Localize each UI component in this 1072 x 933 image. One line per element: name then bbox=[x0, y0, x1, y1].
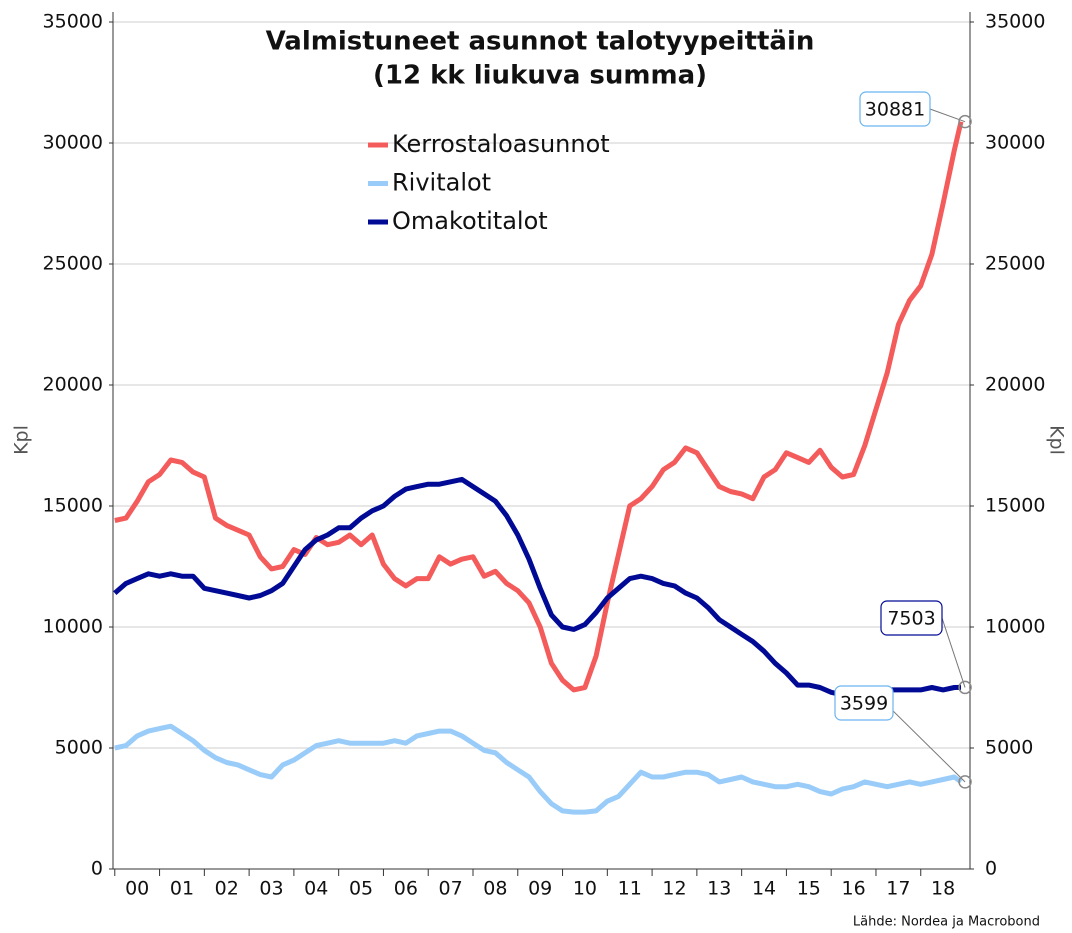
series-line bbox=[113, 476, 962, 700]
callout-label: 3599 bbox=[840, 693, 888, 715]
callout-marker bbox=[958, 680, 972, 695]
y2-tick-label: 15000 bbox=[985, 495, 1045, 517]
x-tick-label: 01 bbox=[170, 878, 194, 900]
x-tick-label: 13 bbox=[707, 878, 731, 900]
y2-tick-label: 35000 bbox=[985, 11, 1045, 33]
y2-tick-label: 10000 bbox=[985, 616, 1045, 638]
x-tick-label: 16 bbox=[841, 878, 865, 900]
legend-label: Kerrostaloasunnot bbox=[392, 130, 610, 158]
callout-label: 7503 bbox=[887, 608, 935, 630]
x-tick-label: 06 bbox=[394, 878, 418, 900]
callout-marker bbox=[958, 114, 972, 129]
legend-label: Omakotitalot bbox=[392, 207, 548, 235]
y2-tick-label: 20000 bbox=[985, 374, 1045, 396]
y-tick-label: 5000 bbox=[55, 737, 103, 759]
callout-leader bbox=[941, 617, 966, 688]
x-tick-label: 03 bbox=[259, 878, 283, 900]
x-tick-label: 12 bbox=[662, 878, 686, 900]
x-tick-label: 09 bbox=[528, 878, 552, 900]
x-tick-label: 05 bbox=[349, 878, 373, 900]
y-tick-label: 35000 bbox=[43, 11, 103, 33]
y-tick-label: 20000 bbox=[43, 374, 103, 396]
y2-tick-label: 25000 bbox=[985, 253, 1045, 275]
x-tick-label: 15 bbox=[797, 878, 821, 900]
series-line bbox=[114, 121, 964, 693]
x-tick-label: 07 bbox=[439, 878, 463, 900]
y2-tick-label: 30000 bbox=[985, 132, 1045, 154]
callout-leader bbox=[884, 702, 966, 783]
x-tick-label: 00 bbox=[125, 878, 149, 900]
x-tick-label: 10 bbox=[573, 878, 597, 900]
callout-box bbox=[859, 91, 931, 127]
x-tick-label: 11 bbox=[618, 878, 642, 900]
y-tick-label: 0 bbox=[91, 858, 103, 880]
callout-marker bbox=[958, 775, 972, 789]
y2-tick-label: 5000 bbox=[985, 737, 1033, 759]
y-tick-label: 30000 bbox=[43, 132, 103, 154]
series-line bbox=[114, 723, 963, 815]
legend-label: Rivitalot bbox=[392, 169, 491, 197]
x-tick-label: 17 bbox=[886, 878, 910, 900]
y-axis-label: Kpl bbox=[11, 425, 33, 455]
y2-axis-label: Kpl bbox=[1046, 425, 1068, 455]
callout-box bbox=[880, 600, 943, 636]
source: Lähde: Nordea ja Macrobond bbox=[853, 915, 1040, 930]
y2-tick-label: 0 bbox=[985, 858, 997, 880]
callout-label: 30881 bbox=[865, 99, 925, 121]
x-tick-label: 14 bbox=[752, 878, 776, 900]
callout-box bbox=[834, 685, 894, 721]
x-tick-label: 02 bbox=[215, 878, 239, 900]
chart-subtitle: (12 kk liukuva summa) bbox=[373, 61, 707, 91]
chart-title: Valmistuneet asunnot talotyypeittäin bbox=[266, 27, 815, 57]
x-tick-label: 04 bbox=[304, 878, 328, 900]
x-tick-label: 18 bbox=[931, 878, 955, 900]
x-tick-label: 08 bbox=[483, 878, 507, 900]
y-tick-label: 15000 bbox=[43, 495, 103, 517]
y-tick-label: 25000 bbox=[43, 253, 103, 275]
y-tick-label: 10000 bbox=[43, 616, 103, 638]
